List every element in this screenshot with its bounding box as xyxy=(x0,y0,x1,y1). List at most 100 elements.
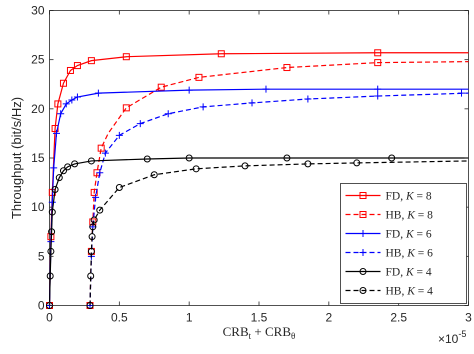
data-point xyxy=(96,206,104,214)
data-point xyxy=(458,89,466,97)
legend-label-k: K xyxy=(405,267,415,279)
data-point xyxy=(87,57,95,65)
data-point xyxy=(51,185,59,193)
legend-label: HB, K = 6 xyxy=(386,248,434,260)
x-axis-label-plus: + xyxy=(251,324,265,339)
x-tick-label: 2.5 xyxy=(390,311,407,325)
legend-label-suffix: = 6 xyxy=(414,229,432,241)
y-tick-label: 5 xyxy=(38,249,45,263)
data-point xyxy=(185,86,193,94)
legend-label-prefix: FD, xyxy=(386,191,406,203)
legend-label-prefix: FD, xyxy=(386,267,406,279)
data-point xyxy=(136,120,144,128)
y-tick-label: 0 xyxy=(38,299,45,313)
data-point xyxy=(195,73,203,81)
legend-label-k: K xyxy=(406,286,416,298)
x-axis-label-sub-theta: θ xyxy=(291,331,295,341)
data-point xyxy=(388,154,396,162)
data-point xyxy=(87,157,95,165)
data-point xyxy=(157,83,165,91)
legend-label-prefix: HB, xyxy=(386,210,408,222)
data-point xyxy=(374,49,382,57)
legend-label-suffix: = 6 xyxy=(415,248,433,260)
data-point xyxy=(90,216,98,224)
data-point xyxy=(248,99,256,107)
y-tick-label: 25 xyxy=(31,53,45,67)
data-point xyxy=(262,85,270,93)
data-point xyxy=(59,79,67,87)
data-point xyxy=(185,154,193,162)
data-point xyxy=(92,193,100,201)
data-point xyxy=(122,104,130,112)
legend-label-suffix: = 8 xyxy=(415,210,433,222)
y-axis-label: Throughput (bit/s/Hz) xyxy=(9,97,24,219)
legend-marker xyxy=(359,268,367,275)
data-point xyxy=(47,247,55,255)
data-point xyxy=(50,164,58,172)
legend-marker xyxy=(359,230,367,237)
legend-entry: FD, K = 6 xyxy=(345,229,432,241)
x-axis-label-crb-b: CRB xyxy=(265,324,291,339)
legend-label: HB, K = 4 xyxy=(386,286,434,298)
data-point xyxy=(46,272,54,280)
data-point xyxy=(304,160,312,168)
data-point xyxy=(68,96,76,104)
data-point xyxy=(71,160,79,168)
data-point xyxy=(73,62,81,70)
x-axis-exponent-base: ×10 xyxy=(438,332,459,346)
legend-marker xyxy=(359,211,367,218)
legend-label-k: K xyxy=(406,248,416,260)
data-point xyxy=(94,89,102,97)
data-point xyxy=(62,100,70,108)
legend-label-suffix: = 4 xyxy=(415,286,433,298)
x-tick-label: 1.5 xyxy=(251,311,268,325)
data-point xyxy=(97,144,105,152)
legend-label-suffix: = 8 xyxy=(414,191,432,203)
legend-label-prefix: HB, xyxy=(386,286,408,298)
series-line xyxy=(48,88,469,306)
data-point xyxy=(115,131,123,139)
x-tick-label: 0.5 xyxy=(111,311,128,325)
legend-label-k: K xyxy=(405,191,415,203)
data-point xyxy=(101,149,109,157)
data-point xyxy=(115,184,123,191)
data-point xyxy=(73,93,81,101)
y-tick-label: 10 xyxy=(31,200,45,214)
data-point xyxy=(64,163,72,171)
data-point xyxy=(87,272,95,280)
data-point xyxy=(304,95,312,103)
legend-marker xyxy=(359,192,367,199)
data-point xyxy=(96,169,104,177)
legend-entry: FD, K = 8 xyxy=(345,191,432,203)
data-point xyxy=(52,129,60,137)
data-point xyxy=(48,228,56,236)
data-point xyxy=(57,110,65,118)
data-point xyxy=(283,64,291,72)
data-point xyxy=(374,59,382,67)
x-tick-label: 3 xyxy=(465,311,472,325)
data-point xyxy=(86,302,94,309)
data-point xyxy=(374,85,382,93)
legend-label-prefix: HB, xyxy=(386,248,408,260)
data-point xyxy=(374,92,382,100)
x-tick-label: 0 xyxy=(46,311,53,325)
legend: FD, K = 8HB, K = 8FD, K = 6HB, K = 6FD, … xyxy=(340,183,467,304)
data-point xyxy=(88,233,96,241)
y-tick-label: 30 xyxy=(31,4,45,18)
x-axis-label-crb-a: CRB xyxy=(223,324,249,339)
data-point xyxy=(89,223,97,231)
legend-label: HB, K = 8 xyxy=(386,210,434,222)
data-point xyxy=(122,53,130,61)
x-tick-label: 2 xyxy=(325,311,332,325)
legend-label: FD, K = 4 xyxy=(386,267,432,279)
y-tick-label: 20 xyxy=(31,102,45,116)
series-5 xyxy=(46,154,469,309)
data-point xyxy=(192,165,200,173)
x-axis-label-sub-t: t xyxy=(249,331,252,341)
legend-marker xyxy=(359,287,367,294)
legend-label-k: K xyxy=(405,229,415,241)
data-point xyxy=(241,162,249,170)
legend-entry: HB, K = 6 xyxy=(345,248,434,260)
legend-label-suffix: = 4 xyxy=(414,267,432,279)
